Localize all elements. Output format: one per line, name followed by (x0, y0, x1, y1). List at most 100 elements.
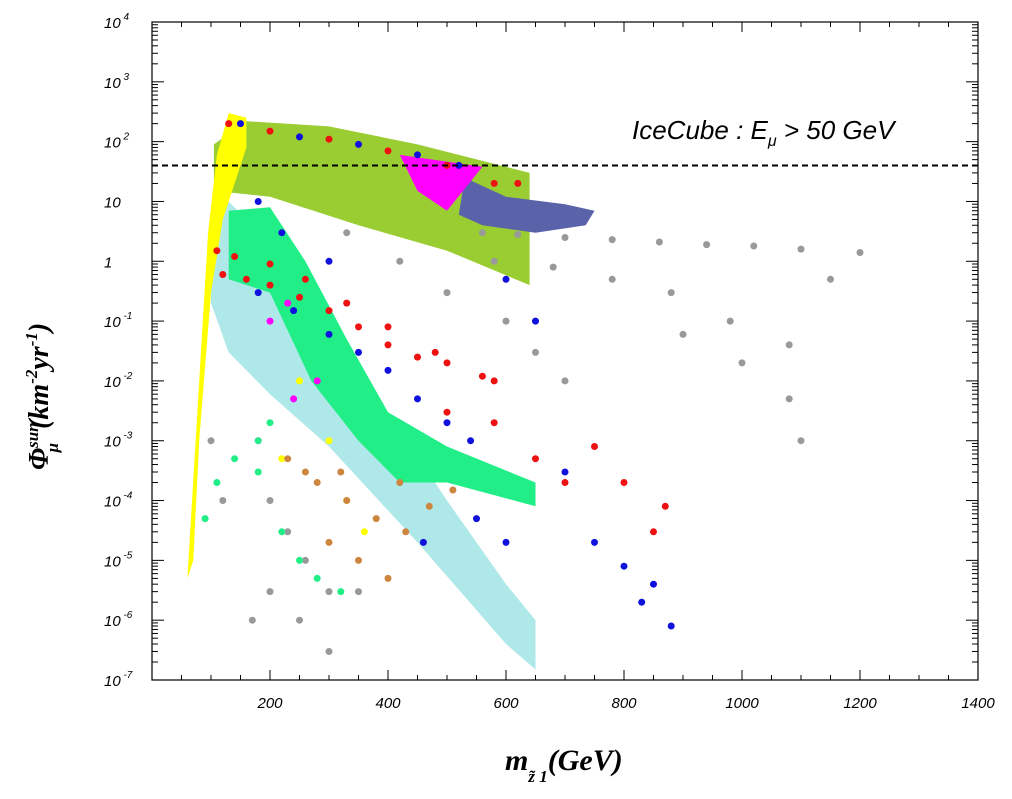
magenta-point-1 (284, 299, 292, 307)
red-point-2 (266, 281, 274, 289)
gray-point-15 (827, 275, 834, 283)
blue-point-9 (532, 317, 539, 325)
red-point-20 (532, 455, 539, 463)
y-tick-label: 10 -4 (104, 491, 133, 511)
brown-point-11 (337, 468, 345, 476)
mint-point-1 (213, 479, 221, 486)
red-point-17 (490, 377, 498, 385)
brown-point-3 (372, 515, 380, 523)
gray-point-34 (355, 588, 362, 596)
red-point-3 (296, 293, 303, 301)
red-point-21 (561, 479, 569, 486)
blue-point-13 (638, 598, 646, 606)
x-tick-label: 400 (375, 695, 401, 712)
red-point-12 (266, 260, 274, 268)
y-axis-title: Φsunμ(km-2yr-1) (22, 323, 62, 470)
brown-point-1 (313, 479, 321, 486)
red-point-0 (219, 271, 227, 278)
mint-point-3 (254, 468, 262, 476)
magenta-point-0 (266, 317, 274, 325)
blue-point-3 (355, 348, 362, 356)
yellow-point-1 (325, 437, 333, 445)
brown-point-12 (396, 479, 404, 486)
y-tick-label: 10 4 (104, 12, 129, 32)
red-point-22 (591, 443, 598, 450)
x-tick-label: 800 (611, 695, 637, 712)
gray-point-36 (219, 497, 227, 504)
gray-point-16 (679, 330, 687, 338)
magenta-point-2 (313, 377, 321, 385)
gray-point-19 (797, 437, 805, 445)
gray-point-12 (667, 289, 675, 297)
gray-point-31 (266, 588, 274, 596)
brown-point-7 (325, 538, 333, 546)
mint-point-0 (201, 515, 209, 523)
gray-point-1 (514, 231, 522, 238)
gray-point-28 (301, 556, 309, 564)
gray-point-18 (785, 395, 793, 403)
gray-point-11 (608, 275, 616, 283)
red-point-7 (414, 353, 421, 361)
brown-point-2 (343, 497, 351, 504)
red-point-13 (301, 275, 309, 283)
blue-point-21 (355, 140, 362, 148)
y-tick-label: 10 -6 (104, 610, 133, 630)
mint-point-4 (278, 528, 286, 536)
brown-point-5 (425, 502, 433, 510)
blue-point-25 (278, 229, 286, 237)
red-point-5 (355, 323, 362, 331)
magenta-point-4 (290, 395, 298, 403)
gray-point-23 (502, 317, 510, 325)
gray-point-35 (207, 437, 215, 445)
y-tick-label: 1 (104, 254, 112, 271)
gray-point-3 (608, 236, 616, 244)
gray-point-33 (325, 648, 333, 655)
blue-point-17 (502, 538, 510, 546)
mint-point-2 (231, 455, 239, 463)
x-tick-label: 600 (493, 695, 519, 712)
regions-layer (187, 113, 595, 670)
red-point-4 (325, 307, 333, 315)
blue-point-23 (455, 161, 463, 169)
brown-point-8 (355, 556, 362, 564)
brown-point-6 (449, 486, 457, 494)
gray-point-30 (248, 616, 256, 624)
blue-point-16 (473, 515, 480, 523)
yellow-point-3 (360, 528, 368, 536)
x-tick-label: 1200 (843, 695, 877, 712)
red-point-27 (266, 127, 274, 135)
red-point-25 (661, 502, 669, 510)
mint-point-9 (266, 419, 274, 427)
red-point-10 (213, 247, 221, 255)
threshold-label: IceCube : Eμ > 50 GeV (632, 115, 897, 150)
blue-point-2 (325, 330, 333, 338)
blue-point-8 (502, 275, 510, 283)
gray-point-26 (266, 497, 274, 504)
gray-point-24 (532, 348, 539, 356)
blue-point-18 (419, 538, 427, 546)
blue-point-15 (667, 622, 675, 630)
y-tick-label: 10 -3 (104, 431, 133, 451)
red-point-31 (490, 179, 498, 187)
red-point-8 (443, 359, 451, 367)
gray-point-6 (750, 242, 758, 250)
gray-point-2 (561, 234, 569, 241)
brown-point-4 (402, 528, 410, 536)
red-point-19 (490, 419, 498, 427)
mint-point-10 (414, 443, 421, 450)
mint-point-6 (313, 574, 321, 582)
y-tick-label: 10 -2 (104, 371, 133, 391)
red-point-32 (514, 179, 522, 187)
blue-point-6 (443, 419, 451, 427)
x-tick-label: 1000 (725, 695, 759, 712)
y-tick-label: 10 2 (104, 132, 129, 152)
gray-point-29 (325, 588, 333, 596)
red-point-23 (620, 479, 628, 486)
red-point-28 (325, 135, 333, 143)
blue-point-4 (384, 366, 392, 374)
gray-point-7 (797, 245, 805, 253)
x-tick-label: 200 (256, 695, 283, 712)
gray-point-21 (396, 257, 404, 265)
gray-point-17 (738, 359, 746, 367)
blue-point-5 (414, 395, 421, 403)
